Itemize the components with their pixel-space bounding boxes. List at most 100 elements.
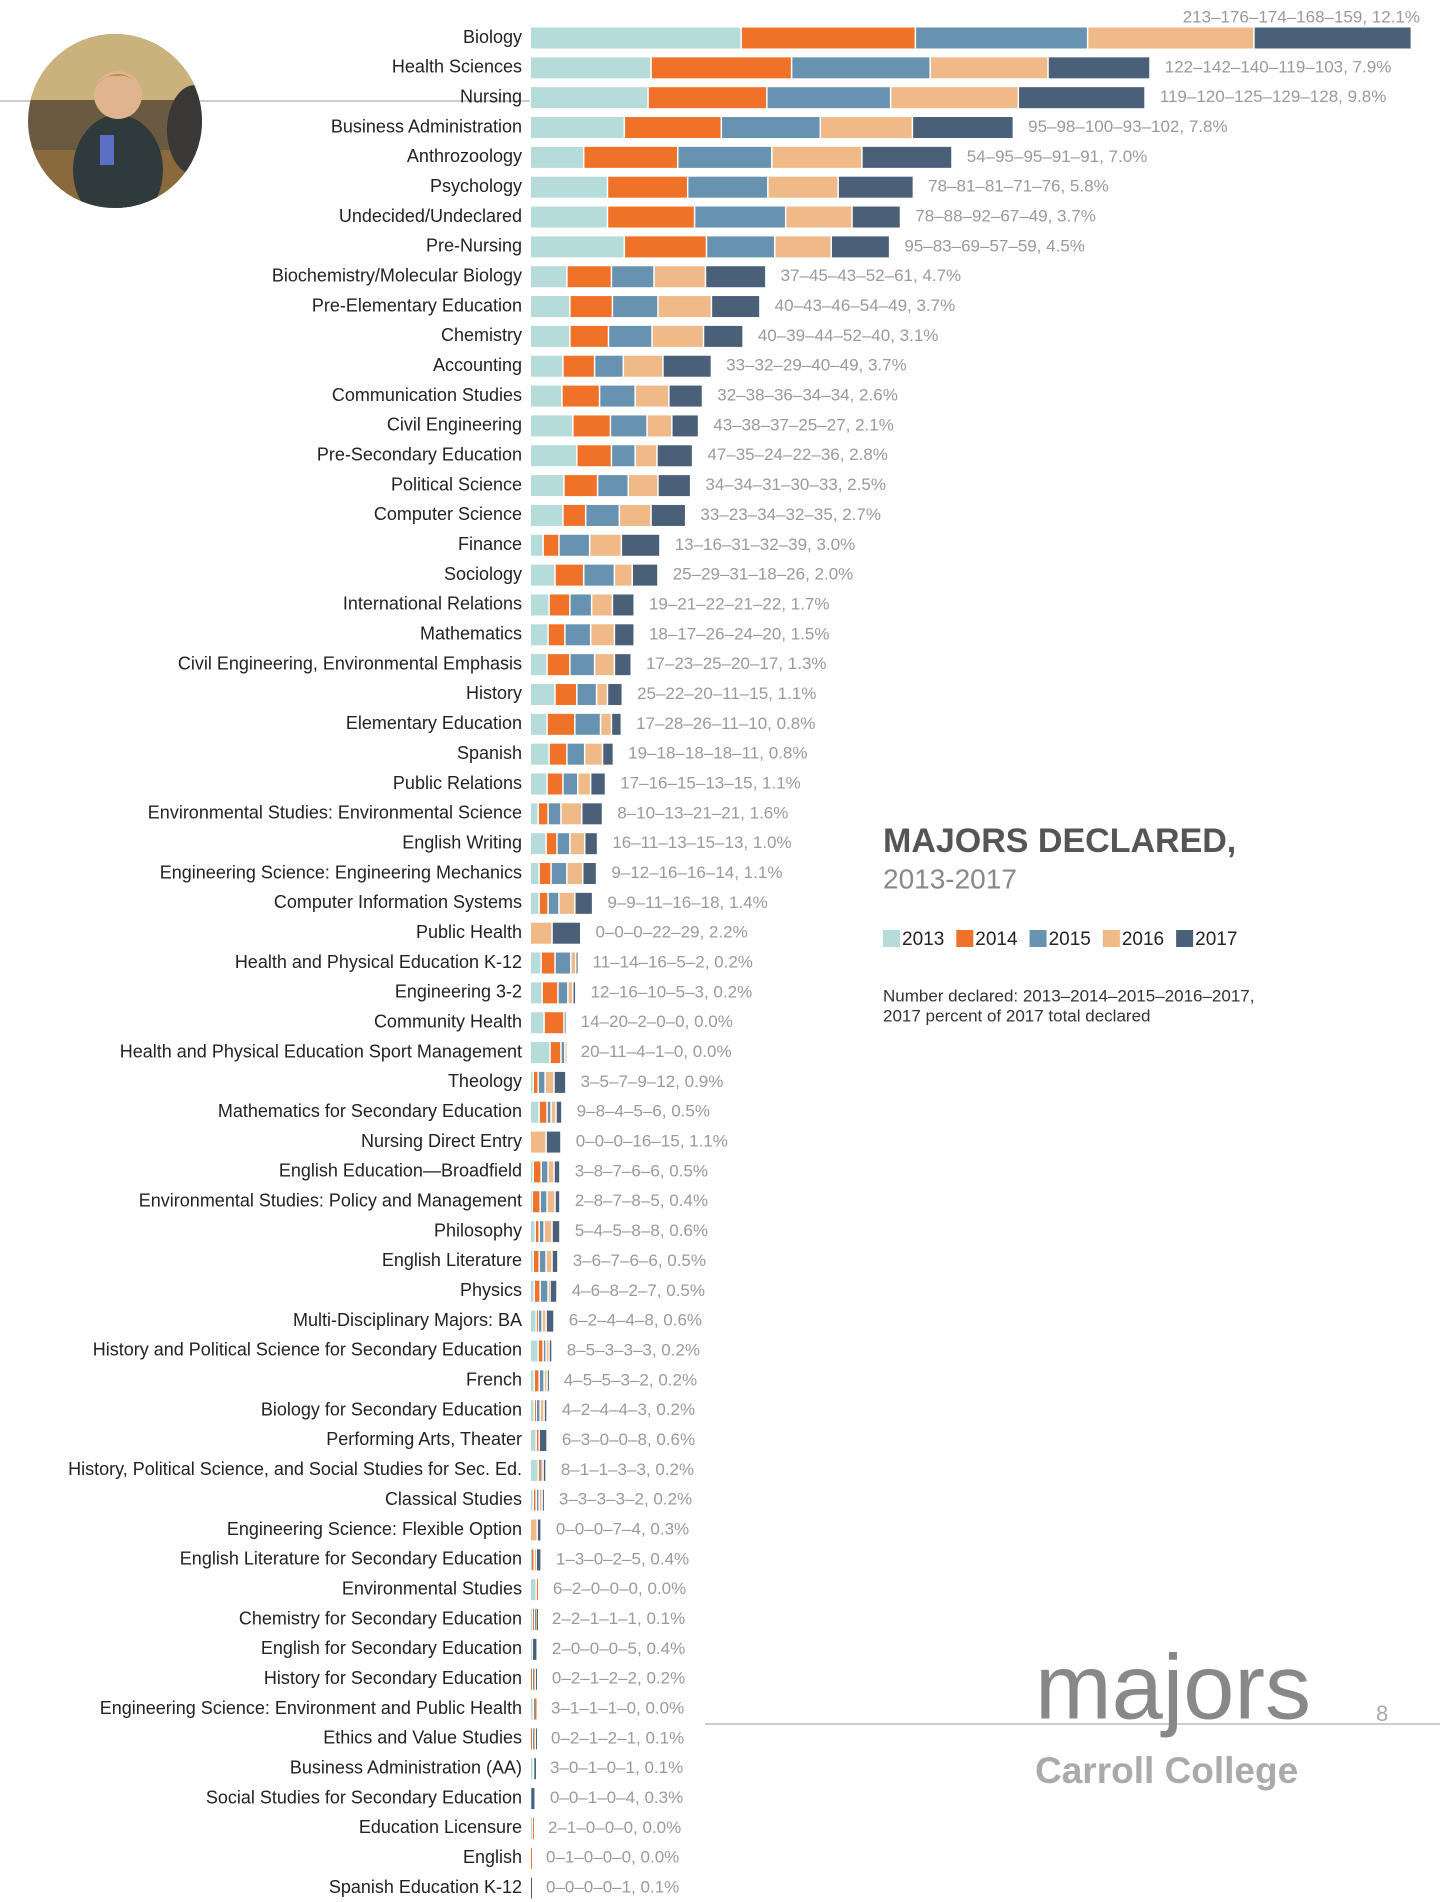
bar-segment — [531, 445, 577, 467]
category-label: Spanish — [457, 743, 522, 763]
category-label: Communication Studies — [332, 385, 522, 405]
bar-segment — [547, 654, 570, 676]
bar-segment — [583, 863, 596, 885]
category-label: Biology for Secondary Education — [261, 1399, 522, 1419]
bar-segment — [1254, 27, 1411, 49]
bar-segment — [547, 713, 575, 735]
bar-segment — [538, 1310, 542, 1332]
value-label: 8–10–13–21–21, 1.6% — [617, 803, 788, 822]
bar-segment — [577, 445, 611, 467]
bar-segment — [615, 624, 634, 646]
legend-label: 2014 — [975, 929, 1018, 950]
bar-segment — [531, 296, 570, 318]
bar-segment — [575, 713, 600, 735]
value-label: 37–45–43–52–61, 4.7% — [781, 266, 962, 285]
bar-segment — [531, 1280, 534, 1302]
bar-segment — [532, 1728, 534, 1750]
bar-segment — [658, 475, 690, 497]
note: 2017 percent of 2017 total declared — [883, 1006, 1150, 1025]
bar-segment — [550, 1280, 557, 1302]
category-label: Engineering Science: Environment and Pub… — [100, 1698, 522, 1718]
bar-segment — [576, 952, 578, 974]
bar-segment — [542, 982, 558, 1004]
category-label: Engineering 3-2 — [395, 982, 522, 1002]
bar-segment — [563, 773, 578, 795]
category-label: Health and Physical Education Sport Mana… — [120, 1041, 522, 1061]
bar-segment — [612, 713, 621, 735]
category-label: Theology — [448, 1071, 522, 1091]
category-label: Environmental Studies — [342, 1578, 522, 1598]
bar-segment — [558, 982, 568, 1004]
bar-segment — [546, 1250, 552, 1272]
bar-segment — [551, 1101, 556, 1123]
bar-segment — [531, 1817, 532, 1839]
bar-segment — [531, 504, 563, 526]
bar-segment — [531, 1340, 538, 1362]
bar-segment — [531, 1429, 536, 1451]
bar-segment — [534, 1280, 540, 1302]
bar-segment — [540, 1191, 547, 1213]
bar-segment — [600, 385, 635, 407]
bar-segment — [531, 1370, 534, 1392]
bar-segment — [534, 1549, 536, 1571]
bar-segment — [546, 1131, 561, 1153]
bar-segment — [548, 1161, 554, 1183]
value-label: 0–2–1–2–1, 0.1% — [551, 1728, 684, 1747]
bar-segment — [531, 1877, 532, 1899]
bar-segment — [531, 1161, 533, 1183]
bar-segment — [582, 803, 602, 825]
bar-segment — [552, 1250, 558, 1272]
bar-segment — [571, 952, 576, 974]
bar-segment — [535, 1728, 537, 1750]
category-label: Social Studies for Secondary Education — [206, 1787, 522, 1807]
bar-segment — [563, 504, 585, 526]
category-label: History for Secondary Education — [264, 1668, 522, 1688]
bar-segment — [534, 1370, 539, 1392]
bar-segment — [540, 1280, 548, 1302]
category-label: English Education—Broadfield — [279, 1161, 522, 1181]
category-label: Computer Science — [374, 504, 522, 524]
page-number: 8 — [1376, 1701, 1388, 1726]
bar-segment — [542, 1489, 544, 1511]
category-label: History and Political Science for Second… — [93, 1340, 522, 1360]
bar-segment — [536, 1609, 538, 1631]
bar-segment — [531, 1698, 533, 1720]
bar-segment — [536, 1579, 538, 1601]
bar-segment — [532, 1668, 534, 1690]
bar-segment — [531, 325, 570, 347]
value-label: 11–14–16–5–2, 0.2% — [593, 953, 753, 972]
bar-segment — [651, 57, 791, 79]
bar-segment — [537, 1519, 541, 1541]
note: Number declared: 2013–2014–2015–2016–201… — [883, 986, 1254, 1005]
bar-segment — [531, 1191, 532, 1213]
bar-segment — [536, 1549, 541, 1571]
value-label: 2–1–0–0–0, 0.0% — [548, 1818, 681, 1837]
value-label: 4–6–8–2–7, 0.5% — [572, 1281, 705, 1300]
chart-subtitle: 2013-2017 — [883, 863, 1017, 894]
category-label: Community Health — [374, 1011, 522, 1031]
bar-segment — [531, 1131, 546, 1153]
category-label: Engineering Science: Engineering Mechani… — [160, 862, 522, 882]
bar-segment — [539, 1101, 547, 1123]
bar-segment — [538, 803, 548, 825]
bar-segment — [563, 355, 594, 377]
category-label: Physics — [460, 1280, 522, 1300]
bar-segment — [712, 296, 760, 318]
value-label: 40–39–44–52–40, 3.1% — [758, 326, 939, 345]
bar-segment — [575, 892, 592, 914]
bar-segment — [570, 833, 584, 855]
legend-label: 2015 — [1049, 929, 1091, 950]
bar-segment — [585, 743, 602, 765]
bar-segment — [821, 117, 912, 139]
bar-segment — [538, 1340, 543, 1362]
bar-segment — [536, 1429, 539, 1451]
bar-segment — [591, 624, 614, 646]
category-label: French — [466, 1370, 522, 1390]
value-label: 54–95–95–91–91, 7.0% — [967, 147, 1148, 166]
category-label: Environmental Studies: Policy and Manage… — [139, 1191, 522, 1211]
bar-segment — [541, 952, 555, 974]
category-label: Education Licensure — [359, 1817, 522, 1837]
bar-segment — [559, 892, 575, 914]
bar-segment — [531, 1579, 536, 1601]
